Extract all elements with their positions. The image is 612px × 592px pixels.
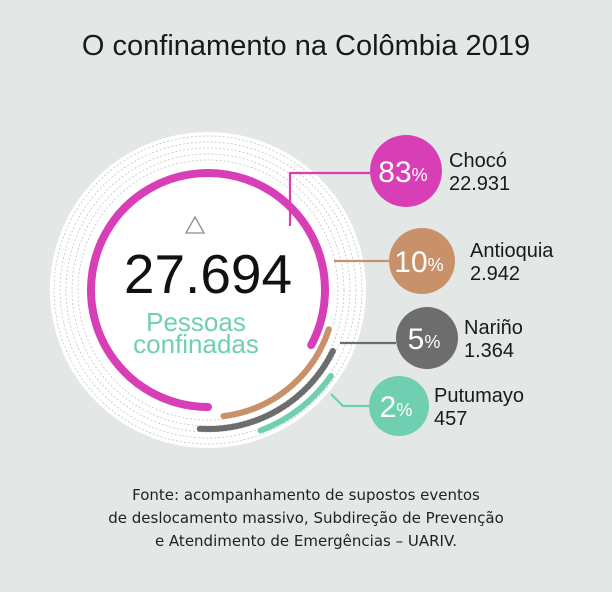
arc-putumayo xyxy=(257,373,334,434)
dashed-guide-rings xyxy=(50,132,366,448)
category-name: Nariño xyxy=(464,317,523,339)
source-line: e Atendimento de Emergências – UARIV. xyxy=(154,532,458,550)
guide-ring xyxy=(71,153,345,427)
badge-putumayo xyxy=(369,376,429,436)
triangle-icon xyxy=(184,215,206,234)
category-value: 1.364 xyxy=(464,340,514,362)
arc-nariño xyxy=(196,347,336,433)
guide-ring xyxy=(77,159,339,421)
series-arcs xyxy=(87,169,336,434)
chart-disc xyxy=(50,132,366,448)
badge-chocó xyxy=(370,135,442,207)
total-label-line1: Pessoas xyxy=(146,307,246,337)
category-value: 22.931 xyxy=(449,173,510,195)
chart-title: O confinamento na Colômbia 2019 xyxy=(81,30,531,62)
guide-ring xyxy=(53,135,363,445)
category-value: 457 xyxy=(434,408,467,430)
guide-ring xyxy=(59,141,357,439)
total-label-line2: confinadas xyxy=(133,329,259,359)
percent-label: 5% xyxy=(408,323,441,356)
source-line: de deslocamento massivo, Subdireção de P… xyxy=(108,509,504,527)
connector-chocó xyxy=(288,171,370,226)
guide-ring xyxy=(65,147,351,433)
arc-antioquia xyxy=(220,326,332,420)
source-line: Fonte: acompanhamento de supostos evento… xyxy=(132,486,480,504)
badge-antioquia xyxy=(389,228,455,294)
source-note: Fonte: acompanhamento de supostos evento… xyxy=(56,484,556,553)
percent-label: 10% xyxy=(394,246,443,279)
connector-lines xyxy=(288,171,396,408)
category-name: Antioquia xyxy=(470,240,554,262)
connector-putumayo xyxy=(330,393,369,408)
total-value: 27.694 xyxy=(124,243,292,305)
percent-label: 83% xyxy=(378,156,427,189)
arc-chocó xyxy=(87,169,329,411)
category-value: 2.942 xyxy=(470,263,520,285)
badge-nariño xyxy=(396,307,458,369)
category-name: Chocó xyxy=(449,150,507,172)
category-name: Putumayo xyxy=(434,385,524,407)
